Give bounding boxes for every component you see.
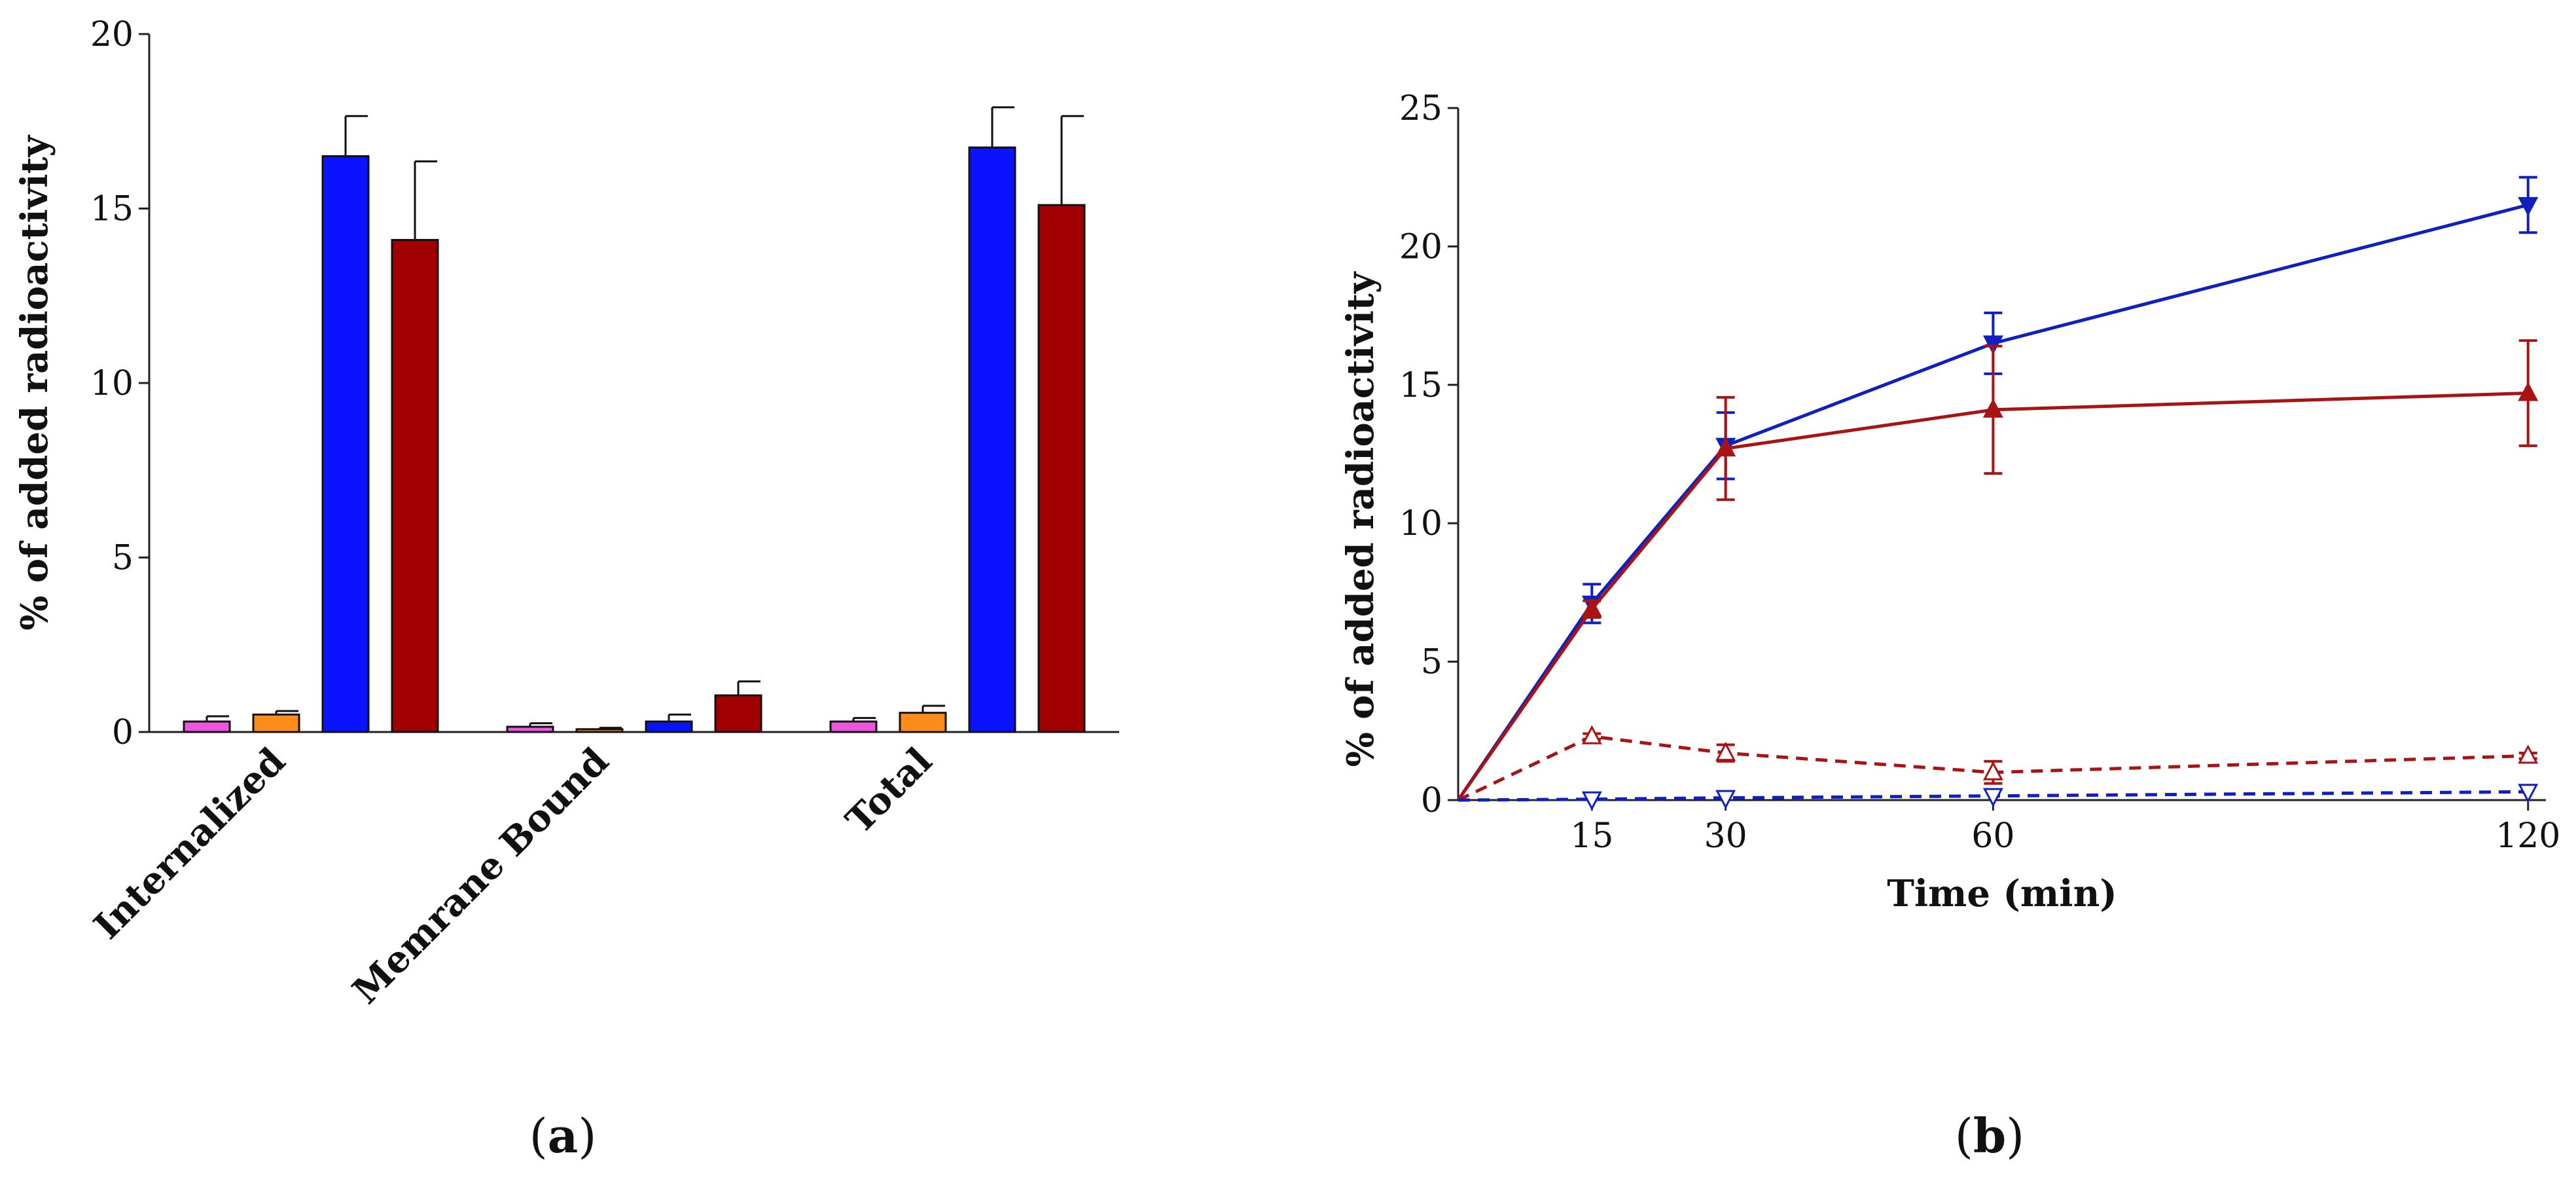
data-point-marker [1982, 398, 2003, 418]
data-point-marker [1982, 761, 2003, 780]
bar-pink [183, 720, 231, 733]
bar-darkred [714, 694, 762, 733]
data-point-marker [1715, 437, 1736, 457]
x-category-label: Memrane Bound [344, 739, 617, 1012]
x-category-label: Total [838, 739, 940, 842]
line-chart-panel-b: 0 5 10 15 20 25 15 30 60 120 Time (min) % of added … [1339, 89, 2560, 915]
bar-chart-panel-a: 0 5 10 15 20 % of added radioactivity Internal… [13, 15, 1119, 1012]
data-point-marker [1581, 725, 1602, 744]
series-line-0 [1456, 203, 2529, 801]
bar-darkred [1037, 204, 1086, 733]
x-axis-title-b: Time (min) [1887, 872, 2117, 915]
y-tick-label-b: 25 [1399, 89, 1442, 128]
y-tick-label-a: 20 [90, 15, 134, 54]
y-tick-label-b: 0 [1421, 781, 1442, 820]
y-axis-title-b: % of added radioactivity [1339, 271, 1382, 767]
x-category-label: Internalized [86, 739, 294, 947]
x-tick-label-b: 60 [1971, 816, 2014, 856]
y-tick-label-a: 0 [112, 713, 134, 752]
panel-label-b: (b) [1955, 1108, 2025, 1163]
y-tick-label-a: 15 [90, 190, 134, 229]
y-tick-label-a: 5 [112, 539, 134, 578]
x-tick-label-b: 15 [1570, 816, 1613, 856]
data-point-marker [1715, 741, 1736, 761]
bar-blue [968, 146, 1016, 733]
y-tick-label-b: 15 [1399, 366, 1442, 405]
data-point-marker [1982, 335, 2003, 355]
bar-orange [899, 712, 947, 733]
y-tick-label-a: 10 [90, 364, 134, 403]
data-point-marker [1982, 788, 2003, 807]
bar-orange [575, 728, 624, 733]
x-tick-label-b: 30 [1704, 816, 1747, 856]
bar-orange [252, 713, 300, 733]
y-tick-label-b: 5 [1421, 643, 1442, 682]
data-point-marker [1715, 790, 1736, 809]
data-point-marker [2518, 784, 2539, 803]
bar-darkred [391, 238, 439, 733]
panel-label-a: (a) [529, 1108, 597, 1163]
x-tick-label-b: 120 [2496, 816, 2560, 856]
data-point-marker [2518, 744, 2539, 764]
data-point-marker [1581, 791, 1602, 811]
y-axis-title-a: % of added radioactivity [13, 135, 56, 631]
bar-pink [829, 720, 878, 733]
bar-pink [506, 725, 554, 733]
bar-blue [645, 720, 693, 733]
y-tick-label-b: 10 [1399, 504, 1442, 543]
y-tick-label-b: 20 [1399, 227, 1442, 266]
bar-blue [321, 155, 370, 733]
series-line-3 [1458, 790, 2528, 802]
data-point-marker [1581, 598, 1602, 617]
data-point-marker [2518, 382, 2539, 401]
data-point-marker [2518, 196, 2539, 217]
